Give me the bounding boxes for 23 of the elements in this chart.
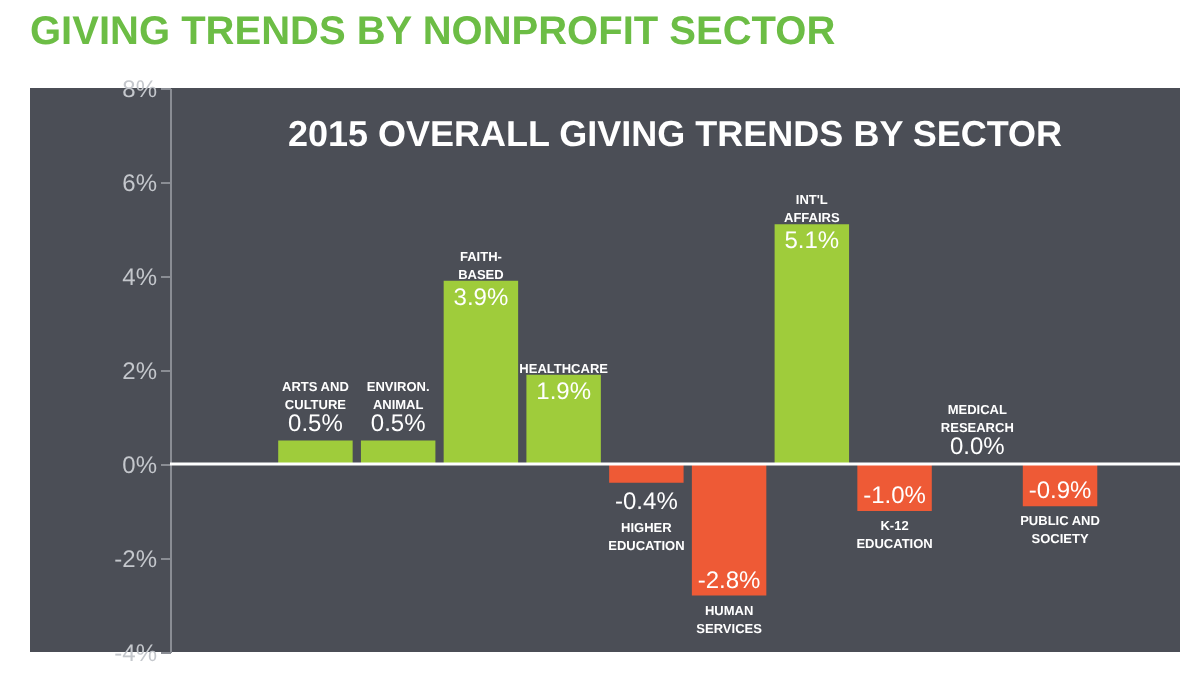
- bar: [526, 374, 601, 464]
- chart-title: GIVING TRENDS BY NONPROFIT SECTOR: [30, 10, 837, 54]
- data-label: -1.0%: [863, 481, 927, 509]
- bar: [691, 464, 767, 596]
- data-label: 0.5%: [370, 408, 427, 437]
- bar: [278, 440, 353, 464]
- data-label: -2.8%: [697, 565, 762, 594]
- y-tick-label: -2%: [114, 545, 158, 573]
- data-label: 0.5%: [288, 408, 344, 437]
- bar: [443, 280, 519, 464]
- text: 2015 OVERALL GIVING TRENDS BY SECTOR: [287, 114, 1063, 154]
- bar: [774, 224, 850, 464]
- data-label: -0.9%: [1028, 476, 1093, 505]
- y-tick-label: 2%: [122, 357, 158, 385]
- bar: [360, 440, 436, 464]
- data-label: 3.9%: [453, 282, 509, 311]
- data-label: 0.0%: [949, 432, 1006, 460]
- data-label: 1.9%: [536, 376, 592, 405]
- y-tick-label: 6%: [122, 169, 158, 197]
- y-tick-label: 4%: [122, 263, 158, 291]
- data-label: 5.1%: [784, 226, 840, 255]
- y-tick-label: 0%: [122, 451, 158, 479]
- data-label: -0.4%: [615, 486, 679, 515]
